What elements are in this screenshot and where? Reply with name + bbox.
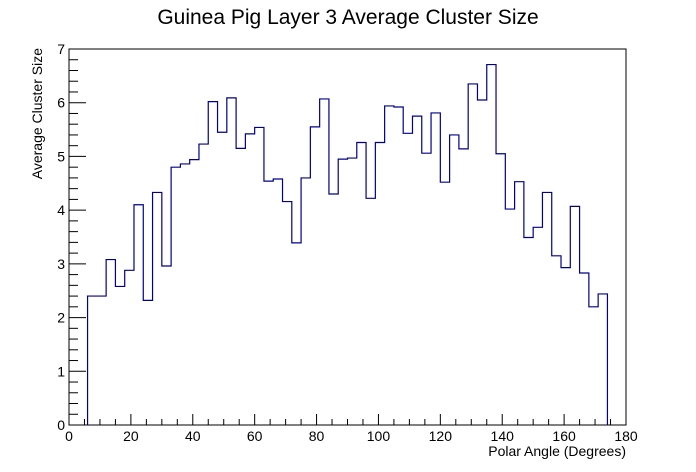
histogram-bin: [292, 243, 301, 425]
x-tick-label: 160: [552, 428, 576, 444]
histogram-bin: [190, 160, 199, 425]
x-tick-label: 60: [247, 428, 263, 444]
y-tick-label: 6: [57, 95, 65, 111]
histogram-bin: [477, 100, 486, 425]
y-tick-label: 4: [57, 202, 65, 218]
histogram-bin: [450, 135, 459, 425]
histogram-bin: [283, 202, 292, 425]
histogram-bin: [348, 158, 357, 425]
histogram-bin: [236, 148, 245, 425]
histogram-bin: [199, 144, 208, 425]
histogram-bin: [153, 192, 162, 425]
histogram-bin: [524, 238, 533, 425]
histogram-bin: [496, 154, 505, 425]
histogram-bin: [180, 164, 189, 425]
x-tick-label: 40: [185, 428, 201, 444]
histogram-bin: [264, 181, 273, 425]
histogram-bin: [338, 159, 347, 425]
histogram-bin: [227, 98, 236, 425]
x-tick-label: 80: [309, 428, 325, 444]
histogram-bin: [301, 178, 310, 425]
x-tick-label: 20: [123, 428, 139, 444]
histogram-bin: [515, 182, 524, 425]
histogram-bin: [218, 132, 227, 425]
y-tick-label: 7: [57, 41, 65, 57]
histogram-bin: [570, 206, 579, 425]
histogram-series-line: [86, 63, 609, 425]
histogram-bin: [468, 84, 477, 425]
histogram-bin: [171, 167, 180, 425]
histogram-bin: [273, 179, 282, 425]
plot-area: 0 20 40 60 80 100 120 140 160 180 0 1 2 3 4 5 6 7: [57, 41, 638, 444]
histogram-bin: [403, 133, 412, 425]
histogram-bin: [487, 65, 496, 425]
histogram-bin: [320, 99, 329, 425]
histogram-bin: [598, 294, 607, 425]
histogram-bin: [162, 266, 171, 425]
histogram-bin: [422, 153, 431, 425]
histogram-bin: [580, 273, 589, 425]
histogram-bin: [385, 106, 394, 425]
histogram-bin: [542, 192, 551, 425]
x-tick-label: 180: [614, 428, 638, 444]
y-tick-label: 0: [57, 417, 65, 433]
histogram-bin: [412, 116, 421, 425]
y-axis-label: Average Cluster Size: [29, 48, 45, 179]
histogram-bin: [394, 107, 403, 425]
histogram-bin: [366, 198, 375, 425]
chart-title: Guinea Pig Layer 3 Average Cluster Size: [157, 6, 538, 29]
histogram-bin: [125, 270, 134, 425]
histogram-bin: [97, 296, 106, 425]
y-tick-label: 3: [57, 256, 65, 272]
histogram-bin: [431, 113, 440, 425]
x-axis-label: Polar Angle (Degrees): [488, 443, 626, 459]
histogram-bin: [561, 268, 570, 425]
histogram-bin: [459, 149, 468, 425]
y-tick-label: 2: [57, 310, 65, 326]
x-tick-label: 120: [429, 428, 453, 444]
histogram-bin: [440, 182, 449, 425]
x-tick-label: 0: [65, 428, 73, 444]
histogram-bin: [589, 307, 598, 425]
histogram-bin: [245, 134, 254, 425]
histogram-bin: [134, 205, 143, 425]
histogram-bin: [106, 260, 115, 425]
x-tick-label: 140: [491, 428, 515, 444]
histogram-bin: [310, 127, 319, 425]
histogram-bin: [88, 296, 97, 425]
histogram-bin: [115, 286, 124, 425]
histogram-bin: [143, 300, 152, 425]
histogram-bin: [375, 142, 384, 425]
histogram-bin: [208, 102, 217, 425]
x-tick-label: 100: [367, 428, 391, 444]
histogram-bin: [533, 227, 542, 425]
histogram-bin: [329, 194, 338, 425]
histogram-bin: [505, 209, 514, 425]
histogram-bin: [255, 127, 264, 425]
histogram-bin: [552, 256, 561, 425]
y-tick-label: 5: [57, 148, 65, 164]
y-tick-label: 1: [57, 363, 65, 379]
histogram-bin: [357, 142, 366, 425]
